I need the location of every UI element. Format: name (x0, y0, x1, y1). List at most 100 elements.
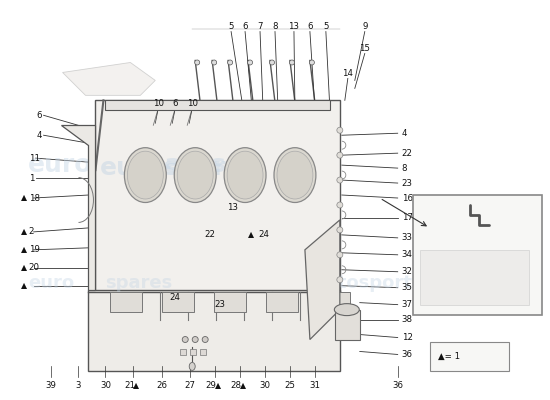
Text: 11: 11 (29, 154, 40, 163)
Text: 30: 30 (260, 381, 271, 390)
Polygon shape (60, 125, 96, 290)
Ellipse shape (128, 151, 163, 199)
Text: 30: 30 (100, 381, 111, 390)
Text: 6: 6 (243, 22, 248, 31)
Ellipse shape (334, 304, 359, 316)
Polygon shape (305, 220, 340, 340)
Circle shape (310, 60, 315, 65)
Circle shape (337, 227, 343, 233)
Text: 25: 25 (284, 381, 295, 390)
Circle shape (202, 336, 208, 342)
Ellipse shape (177, 151, 213, 199)
Text: ▲: ▲ (21, 227, 26, 236)
Text: ▲: ▲ (21, 245, 26, 254)
Circle shape (337, 177, 343, 183)
Text: 42: 42 (439, 300, 450, 309)
Ellipse shape (227, 151, 263, 199)
Ellipse shape (277, 151, 313, 199)
Text: 21: 21 (124, 381, 135, 390)
Text: 12: 12 (402, 333, 412, 342)
Circle shape (228, 60, 233, 65)
Text: spares: spares (105, 274, 172, 292)
Bar (180, 350, 186, 356)
Text: spares: spares (133, 153, 226, 177)
Text: 2: 2 (29, 227, 34, 236)
Text: ▲: ▲ (248, 230, 254, 239)
Text: 18: 18 (29, 194, 40, 202)
Text: 8: 8 (272, 22, 278, 31)
Text: 38: 38 (402, 315, 412, 324)
Text: 17: 17 (402, 214, 412, 222)
Circle shape (289, 60, 294, 65)
Circle shape (337, 202, 343, 208)
Text: 4: 4 (37, 131, 42, 140)
Text: 15: 15 (359, 44, 370, 53)
Text: autosport: autosport (314, 274, 412, 292)
Text: ▲: ▲ (240, 381, 246, 390)
Text: ▲: ▲ (21, 194, 26, 202)
Text: 9: 9 (362, 22, 367, 31)
Circle shape (212, 60, 217, 65)
Circle shape (182, 336, 188, 342)
Bar (200, 350, 206, 356)
Ellipse shape (174, 148, 216, 202)
Bar (162, 292, 194, 312)
Text: ▲= 1: ▲= 1 (438, 352, 460, 361)
Text: 5: 5 (228, 22, 234, 31)
Bar (335, 310, 360, 340)
Circle shape (337, 277, 343, 283)
Bar (430, 342, 509, 372)
Text: 1: 1 (29, 174, 34, 182)
Text: euro: euro (28, 153, 92, 177)
Bar (420, 250, 529, 305)
Bar (111, 292, 142, 312)
Circle shape (248, 60, 252, 65)
Text: ▲: ▲ (21, 281, 26, 290)
Text: 24: 24 (258, 230, 269, 239)
Text: 31: 31 (310, 381, 321, 390)
Text: 28: 28 (230, 381, 241, 390)
Polygon shape (89, 290, 340, 372)
Text: 37: 37 (402, 300, 412, 309)
Polygon shape (63, 62, 155, 95)
Ellipse shape (224, 148, 266, 202)
Circle shape (337, 252, 343, 258)
Ellipse shape (124, 148, 166, 202)
Text: 35: 35 (402, 283, 412, 292)
Circle shape (192, 336, 198, 342)
Text: 34: 34 (402, 250, 412, 259)
Text: 3: 3 (76, 381, 81, 390)
Text: 6: 6 (173, 99, 178, 108)
Text: 14: 14 (342, 69, 353, 78)
Text: 10: 10 (153, 99, 164, 108)
Text: 22: 22 (205, 230, 216, 239)
Text: 36: 36 (392, 381, 403, 390)
Text: 41: 41 (460, 300, 471, 309)
Text: 24: 24 (170, 293, 181, 302)
Ellipse shape (189, 362, 195, 370)
Text: 4: 4 (402, 129, 407, 138)
Text: 23: 23 (214, 300, 225, 309)
Text: 8: 8 (402, 164, 407, 173)
Text: 33: 33 (402, 233, 412, 242)
Text: 36: 36 (402, 350, 412, 359)
Text: eurospares: eurospares (100, 156, 258, 180)
Text: 13: 13 (227, 204, 238, 212)
Text: ▲: ▲ (133, 381, 139, 390)
Bar (190, 350, 196, 356)
Text: ▲: ▲ (215, 381, 221, 390)
Circle shape (270, 60, 274, 65)
Text: ▲: ▲ (21, 263, 26, 272)
Text: 19: 19 (29, 245, 40, 254)
Text: 6: 6 (307, 22, 312, 31)
Text: 5: 5 (323, 22, 328, 31)
Circle shape (195, 60, 200, 65)
Text: 22: 22 (402, 149, 412, 158)
Polygon shape (96, 100, 340, 292)
Text: 7: 7 (257, 22, 263, 31)
Bar (412, 195, 542, 315)
Text: 26: 26 (157, 381, 168, 390)
Text: 43: 43 (480, 300, 491, 309)
Bar (214, 292, 246, 312)
Text: 13: 13 (288, 22, 299, 31)
